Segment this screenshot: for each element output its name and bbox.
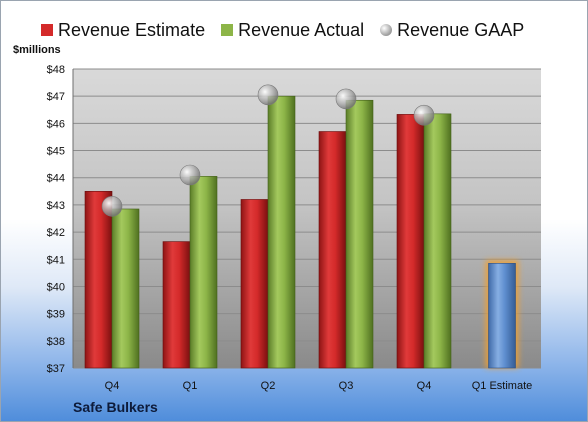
x-tick-label: Q4	[417, 380, 432, 392]
y-tick-label: $43	[47, 200, 65, 212]
bar-revenue-actual	[345, 99, 374, 369]
bar-revenue-estimate	[318, 131, 347, 369]
bar-revenue-actual	[111, 208, 140, 369]
legend-swatch-actual	[221, 24, 234, 36]
x-tick-label: Q4	[105, 380, 120, 392]
y-tick-label: $41	[47, 254, 65, 266]
y-tick-label: $42	[47, 227, 65, 239]
bar-revenue-estimate	[240, 199, 269, 369]
x-tick-label: Q3	[339, 380, 354, 392]
legend-item-actual: Revenue Actual	[221, 20, 364, 41]
bar-revenue-estimate-future	[488, 263, 516, 369]
y-tick-label: $38	[47, 336, 65, 348]
y-tick-label: $45	[47, 146, 65, 158]
x-tick-label: Q1	[183, 380, 198, 392]
x-tick-label: Q1 Estimate	[472, 380, 533, 392]
bar-revenue-estimate	[396, 114, 425, 369]
legend-label-gaap: Revenue GAAP	[397, 19, 525, 40]
company-name: Safe Bulkers	[73, 399, 158, 415]
point-revenue-gaap	[179, 164, 201, 186]
bar-revenue-estimate	[162, 241, 191, 369]
bar-revenue-estimate	[84, 191, 113, 369]
point-revenue-gaap	[101, 195, 123, 217]
y-tick-label: $39	[47, 309, 65, 321]
y-tick-label: $48	[47, 64, 65, 76]
legend-item-gaap: Revenue GAAP	[380, 20, 524, 41]
y-tick-label: $46	[47, 118, 65, 130]
legend-swatch-estimate	[41, 24, 53, 36]
bar-revenue-actual	[423, 113, 452, 369]
legend: Revenue Estimate Revenue Actual Revenue …	[41, 17, 540, 43]
legend-item-estimate: Revenue Estimate	[41, 20, 205, 41]
legend-swatch-gaap	[380, 24, 393, 36]
y-tick-label: $40	[47, 281, 65, 293]
point-revenue-gaap	[413, 104, 435, 126]
legend-label-estimate: Revenue Estimate	[58, 19, 206, 40]
bar-revenue-actual	[189, 176, 218, 369]
bar-revenue-actual	[267, 95, 296, 369]
y-axis-unit-label: $millions	[13, 44, 61, 56]
legend-label-actual: Revenue Actual	[238, 19, 365, 40]
point-revenue-gaap	[335, 88, 357, 110]
y-tick-label: $37	[47, 363, 65, 375]
plot-area	[73, 69, 541, 368]
point-revenue-gaap	[257, 84, 279, 106]
y-tick-label: $44	[47, 173, 65, 185]
x-tick-label: Q2	[261, 380, 276, 392]
y-tick-label: $47	[47, 91, 65, 103]
